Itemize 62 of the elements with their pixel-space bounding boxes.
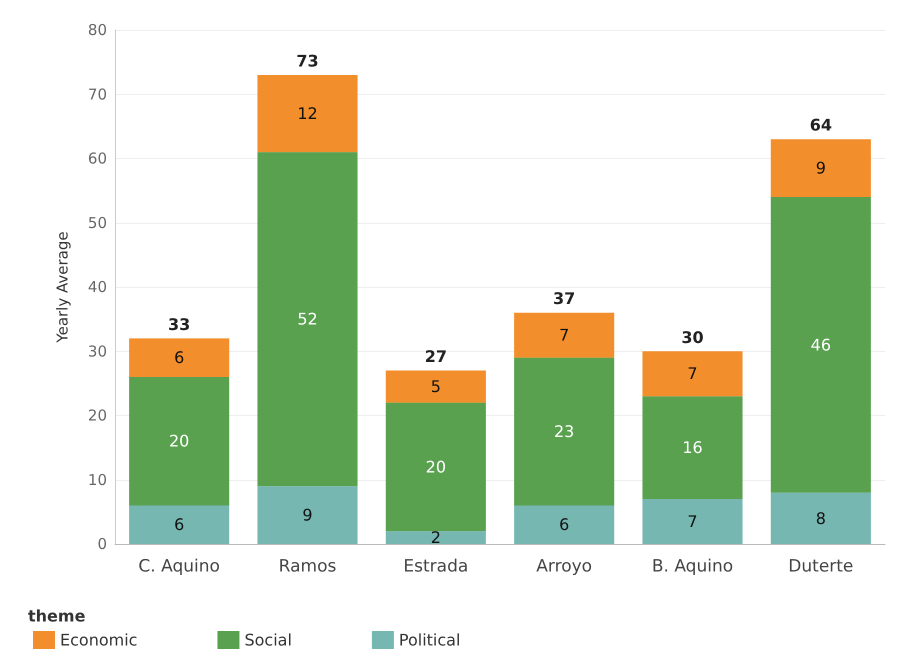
bar <box>386 370 486 403</box>
total-label: 27 <box>424 347 447 366</box>
data-label: 6 <box>174 515 184 534</box>
data-label: 7 <box>687 512 698 532</box>
x-tick-label: Duterte <box>788 556 854 576</box>
bar <box>642 396 743 500</box>
data-label: 2 <box>430 528 441 548</box>
bar <box>129 505 230 544</box>
bar <box>642 351 743 396</box>
y-tick-label: 30 <box>88 342 107 360</box>
data-label: 9 <box>816 158 826 178</box>
bar <box>770 197 871 493</box>
data-label: 7 <box>559 326 570 345</box>
total-label: 30 <box>681 328 704 347</box>
total-label: 33 <box>168 314 190 334</box>
x-tick-label: Estrada <box>403 556 468 576</box>
legend-label: Political <box>398 630 460 650</box>
y-tick-label: 80 <box>88 21 107 39</box>
data-label: 9 <box>302 506 313 525</box>
data-label: 7 <box>687 364 698 384</box>
bar <box>642 499 743 544</box>
y-tick-label: 50 <box>88 214 107 232</box>
data-label: 46 <box>810 335 832 354</box>
bar <box>386 531 486 544</box>
bar <box>257 74 358 152</box>
bar <box>514 505 614 544</box>
total-label: 37 <box>553 289 576 308</box>
bar <box>770 139 871 198</box>
x-tick-label: Arroyo <box>536 556 592 576</box>
total-label: 73 <box>296 51 319 70</box>
bar <box>257 486 358 544</box>
data-label: 6 <box>174 348 184 368</box>
bar <box>386 402 486 532</box>
y-tick-label: 60 <box>88 150 107 168</box>
x-tick-label: C. Aquino <box>138 556 220 576</box>
bar <box>129 338 230 377</box>
y-tick-label: 70 <box>88 85 107 104</box>
data-label: 20 <box>168 432 190 451</box>
total-label: 64 <box>810 116 832 135</box>
bar <box>129 376 230 506</box>
y-tick-label: 40 <box>88 278 107 296</box>
data-label: 20 <box>426 457 446 476</box>
y-tick-label: 20 <box>88 406 107 424</box>
legend-label: Social <box>244 630 292 650</box>
data-label: 23 <box>554 422 574 442</box>
x-tick-label: B. Aquino <box>652 556 734 576</box>
data-label: 16 <box>682 438 703 458</box>
x-tick-label: Ramos <box>278 556 336 576</box>
data-label: 6 <box>559 515 570 534</box>
legend-title: theme <box>28 606 86 626</box>
data-label: 5 <box>430 377 441 396</box>
legend-label: Economic <box>60 630 138 650</box>
y-tick-label: 0 <box>97 535 107 553</box>
bar <box>514 358 614 506</box>
data-label: 12 <box>297 104 318 124</box>
bar <box>514 312 614 358</box>
y-axis-title: Yearly Average <box>54 231 72 344</box>
y-tick-label: 10 <box>88 470 107 489</box>
data-label: 8 <box>816 508 826 528</box>
data-label: 52 <box>297 310 318 329</box>
bar <box>257 152 358 486</box>
bar <box>770 492 871 544</box>
